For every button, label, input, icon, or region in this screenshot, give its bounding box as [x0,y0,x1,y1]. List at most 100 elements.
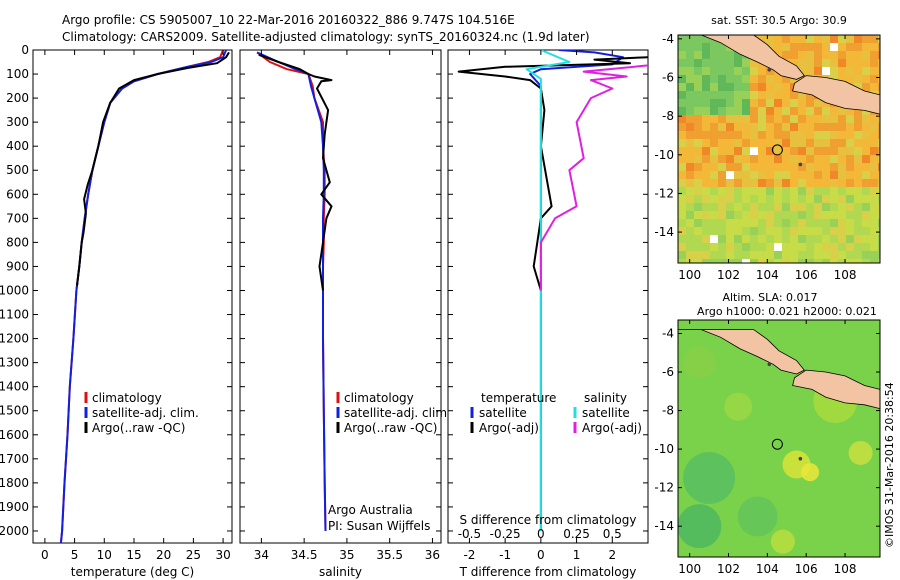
sst-cell [750,115,759,124]
sst-cell [782,203,791,212]
sla-map-ytick-label: -12 [654,481,674,495]
sst-cell [774,179,783,188]
sst-cell [870,171,879,180]
sst-cell [694,235,703,244]
sst-cell [702,51,711,60]
sst-cell [822,35,831,44]
difference-legend-label: satellite [582,406,630,420]
sst-cell [862,243,871,252]
sst-cell [678,219,687,228]
sst-cell [766,131,775,140]
sst-cell [830,67,839,76]
sst-cell [694,147,703,156]
sst-cell [726,211,735,220]
sst-cell [854,171,863,180]
sst-cell [750,227,759,236]
sst-cell [878,163,880,172]
sst-map-xtick-label: 108 [834,268,857,282]
sst-cell [798,243,807,252]
sst-cell [830,35,839,44]
sla-anomaly-blob [683,452,736,504]
sst-cell [806,203,815,212]
header-line-2: Climatology: CARS2009. Satellite-adjuste… [62,30,590,44]
sst-cell [694,123,703,132]
sst-cell [734,203,743,212]
sst-cell [726,59,735,68]
sla-map-panel: 100 102 104 106 108 -4 -6 -8 -10 -12 -14 [654,319,881,576]
sst-cell [766,219,775,228]
sst-cell [862,51,871,60]
sst-cell [838,59,847,68]
sst-cell [718,211,727,220]
salinity-plot-frame [239,49,442,544]
sst-cell [710,123,719,132]
sst-cell [718,131,727,140]
sst-cell [710,251,719,260]
sst-cell [878,83,880,92]
sst-cell [814,219,823,228]
sst-cell [726,115,735,124]
sst-map-ytick-label: -4 [662,32,674,46]
sst-cell [726,51,735,60]
sst-cell [734,99,743,108]
sst-cell [830,147,839,156]
sst-cell [806,99,815,108]
sst-cell [678,107,687,116]
timestamp: ©IMOS 31-Mar-2016 20:38:54 [883,382,896,548]
sst-cell [838,179,847,188]
sst-cell [798,211,807,220]
sst-cell [742,83,751,92]
sst-cell [870,59,879,68]
sst-cell [870,51,879,60]
sst-cell [854,43,863,52]
sst-cell [758,115,767,124]
sst-cell [702,99,711,108]
sst-cell [870,163,879,172]
sst-cell [710,227,719,236]
temperature-xtick-label: 20 [156,548,171,562]
sst-cell [718,115,727,124]
sst-cell [862,171,871,180]
sla-map-xtick-label: 100 [678,562,701,576]
sst-cell [686,251,695,260]
sst-cell [694,75,703,84]
sst-cell [694,67,703,76]
sst-map-ytick-label: -8 [662,109,674,123]
sla-anomaly-blob [683,346,716,379]
sst-cell [862,259,871,263]
salinity-panel: 34 34.5 35 35.5 36 salinity climatologysatell… [239,49,451,579]
legend-header-temperature: temperature [481,391,556,405]
sst-cell [726,235,735,244]
sst-cell [790,115,799,124]
sst-cell [758,259,767,263]
sst-cell [838,155,847,164]
sst-cell [758,123,767,132]
sst-cell [694,107,703,116]
sla-map-title-1: Altim. SLA: 0.017 [722,291,817,304]
temperature-ytick-label: 500 [6,163,29,177]
sst-cell [734,227,743,236]
sst-cell [782,35,791,44]
temperature-ytick-label: 1900 [0,500,29,514]
salinity-legend-label: climatology [344,391,414,405]
sla-map-land-java [792,369,880,410]
sst-cell [822,139,831,148]
credit-line-2: PI: Susan Wijffels [328,519,430,533]
sst-cell [854,219,863,228]
sst-cell [782,179,791,188]
sst-cell [734,51,743,60]
sst-cell [846,251,855,260]
sst-cell [790,51,799,60]
sst-cell [870,43,879,52]
sla-map-xtick-label: 106 [795,562,818,576]
sst-cell [702,139,711,148]
sst-cell [726,163,735,172]
sst-cell [758,171,767,180]
sst-cell [822,179,831,188]
sst-cell [702,235,711,244]
sst-cell [798,99,807,108]
sst-cell [806,51,815,60]
header-line-1: Argo profile: CS 5905007_10 22-Mar-2016 … [62,13,515,27]
sst-cell [854,67,863,76]
sst-cell [750,219,759,228]
